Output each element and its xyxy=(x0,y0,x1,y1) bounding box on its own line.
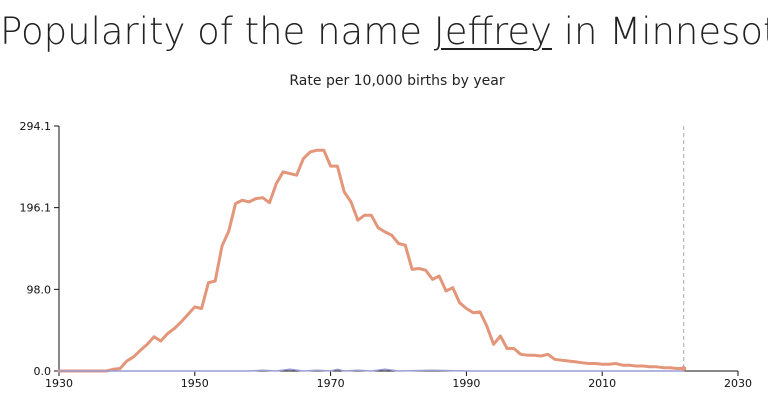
x-tick-label-4: 2010 xyxy=(588,377,616,390)
y-tick-label-2: 196.1 xyxy=(20,202,52,215)
y-tick-label-1: 98.0 xyxy=(27,283,52,296)
chart-subtitle: Rate per 10,000 births by year xyxy=(289,73,505,89)
title-prefix: Popularity of the name xyxy=(0,10,434,53)
y-tick-label-0: 0.0 xyxy=(34,365,52,378)
series-0-end-point xyxy=(681,366,687,372)
y-tick-label-3: 294.1 xyxy=(20,120,52,133)
x-tick-label-1: 1950 xyxy=(181,377,209,390)
chart-title: Popularity of the name Jeffrey in Minnes… xyxy=(0,10,768,53)
x-tick-label-0: 1930 xyxy=(45,377,73,390)
series-line-0 xyxy=(57,148,686,373)
x-tick-label-2: 1970 xyxy=(317,377,345,390)
series-line-1 xyxy=(58,368,685,372)
x-tick-label-5: 2030 xyxy=(724,377,752,390)
x-tick-label-3: 1990 xyxy=(452,377,480,390)
name-link[interactable]: Jeffrey xyxy=(433,10,553,53)
title-suffix: in Minnesota xyxy=(563,10,768,53)
